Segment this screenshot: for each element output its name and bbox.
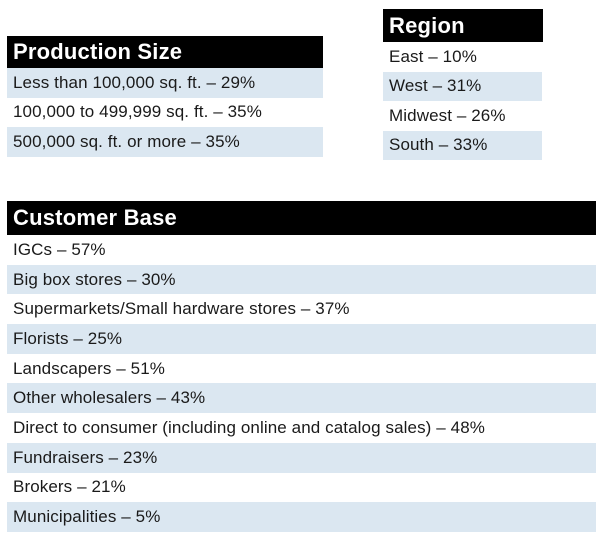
customer-base-table: Customer Base IGCs – 57% Big box stores …: [7, 201, 596, 532]
customer-base-title: Customer Base: [7, 201, 596, 235]
region-row: East – 10%: [383, 42, 542, 72]
production-size-row: 500,000 sq. ft. or more – 35%: [7, 127, 323, 157]
region-table: Region East – 10% West – 31% Midwest – 2…: [383, 9, 543, 160]
production-size-table: Production Size Less than 100,000 sq. ft…: [7, 36, 323, 157]
customer-base-row: Other wholesalers – 43%: [7, 383, 596, 414]
region-row: Midwest – 26%: [383, 101, 542, 131]
region-row: West – 31%: [383, 71, 542, 101]
region-title: Region: [383, 9, 543, 42]
customer-base-row: Big box stores – 30%: [7, 264, 596, 295]
production-size-row: Less than 100,000 sq. ft. – 29%: [7, 68, 323, 98]
customer-base-row: IGCs – 57%: [7, 235, 596, 265]
production-size-row: 100,000 to 499,999 sq. ft. – 35%: [7, 97, 323, 127]
customer-base-row: Brokers – 21%: [7, 472, 596, 503]
customer-base-row: Florists – 25%: [7, 324, 596, 354]
customer-base-row: Municipalities – 5%: [7, 502, 596, 532]
customer-base-row: Landscapers – 51%: [7, 353, 596, 384]
production-size-title: Production Size: [7, 36, 323, 68]
customer-base-row: Supermarkets/Small hardware stores – 37%: [7, 294, 596, 325]
customer-base-row: Fundraisers – 23%: [7, 442, 596, 473]
customer-base-row: Direct to consumer (including online and…: [7, 413, 596, 443]
region-row: South – 33%: [383, 130, 542, 160]
